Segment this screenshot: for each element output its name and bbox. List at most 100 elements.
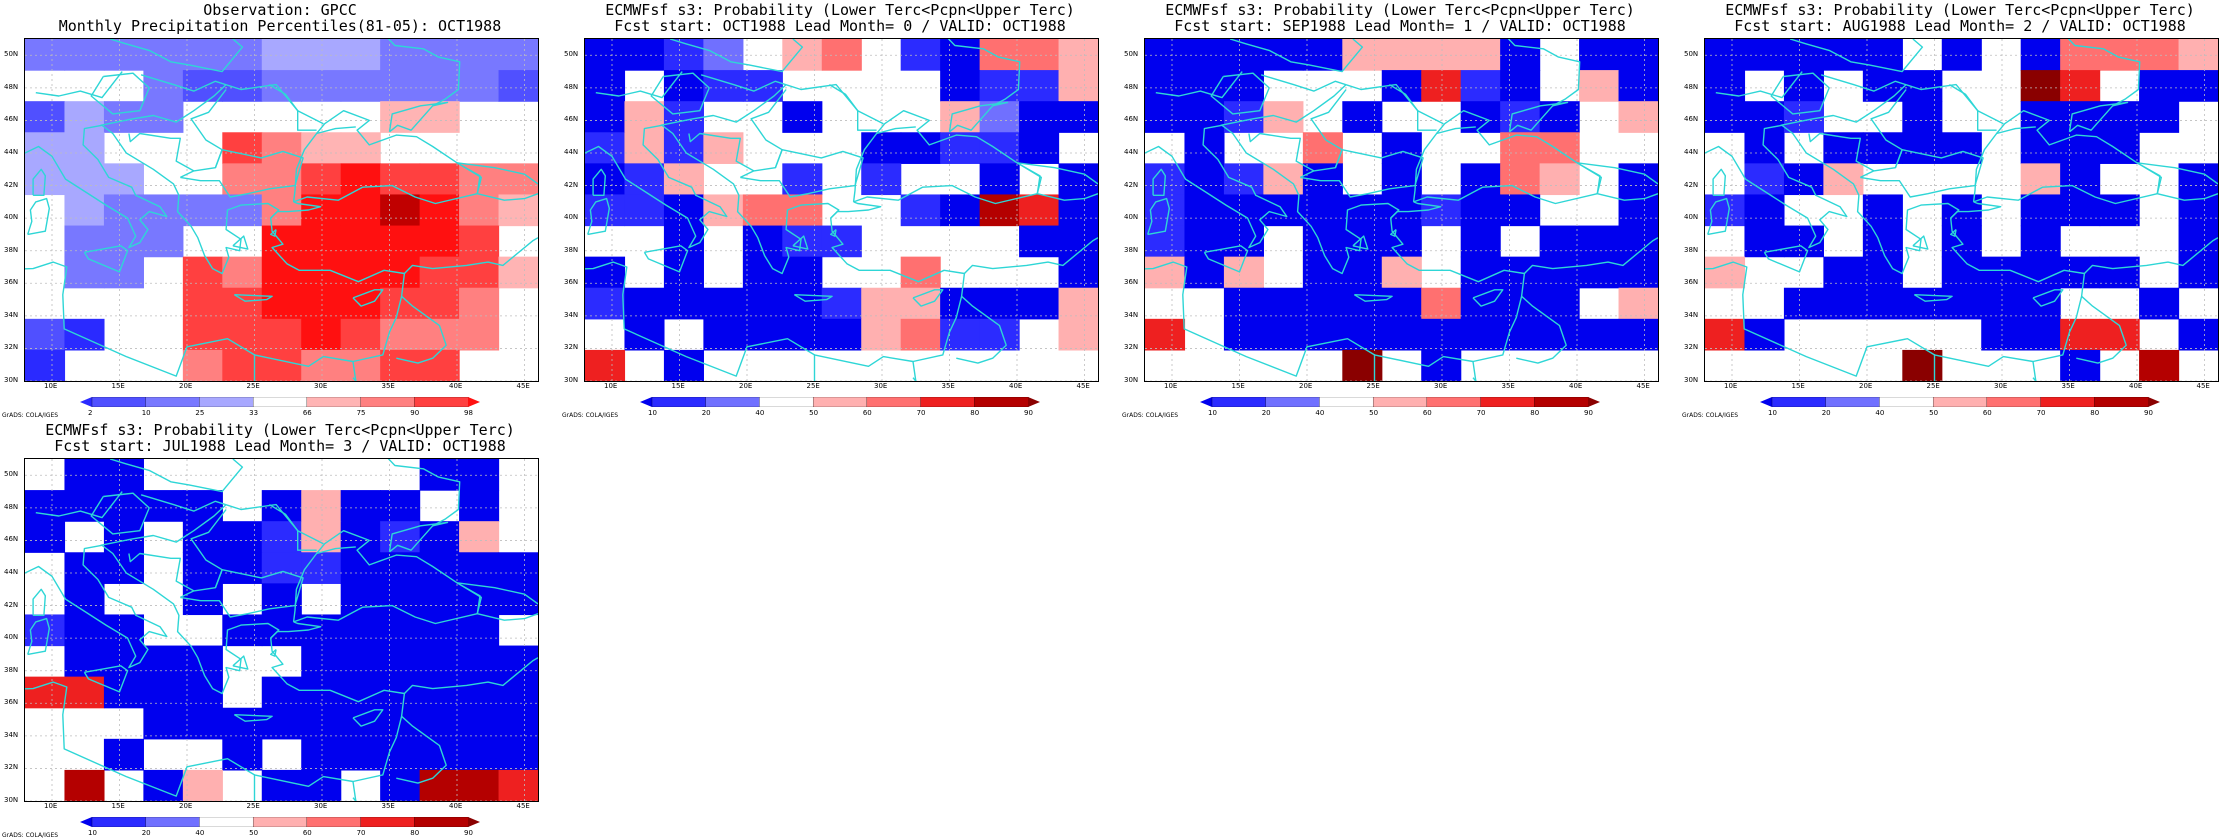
colorbar xyxy=(1200,397,1600,407)
grid-cell xyxy=(1263,287,1304,320)
grid-cell xyxy=(419,521,460,553)
colorbar-segment xyxy=(1211,397,1267,407)
coastline xyxy=(83,245,129,273)
lon-label: 40E xyxy=(449,382,463,390)
coastline xyxy=(396,295,447,364)
colorbar-tick-label: 80 xyxy=(410,829,420,837)
colorbar-tick-label: 66 xyxy=(302,409,312,417)
grid-cell xyxy=(1302,318,1343,351)
grid-cell xyxy=(380,318,421,351)
grid-cell xyxy=(103,39,144,71)
grid-cell xyxy=(585,39,626,71)
grid-cell xyxy=(143,225,184,258)
lat-label: 46N xyxy=(1124,115,1139,124)
grid-cell xyxy=(1058,256,1098,289)
coastline xyxy=(1996,126,2036,135)
coastline xyxy=(292,529,481,625)
grid-cell xyxy=(2060,194,2101,227)
grid-cell xyxy=(979,287,1020,320)
lat-label: 50N xyxy=(4,50,19,59)
coastline xyxy=(1949,228,1957,237)
lat-label: 44N xyxy=(564,148,579,156)
lon-label: 10E xyxy=(44,382,58,390)
grid-cell xyxy=(301,318,342,351)
grid-cell xyxy=(459,459,500,491)
coastline xyxy=(1389,84,1437,131)
grid-cell xyxy=(1342,194,1383,227)
coastline xyxy=(1353,294,1393,302)
lon-label: 10E xyxy=(1164,382,1178,390)
grid-cell xyxy=(25,521,66,553)
colorbar-tick-label: 40 xyxy=(1315,409,1325,417)
lon-label: 30E xyxy=(874,382,888,390)
grid-cell xyxy=(1618,101,1658,133)
grid-cell xyxy=(1941,194,1982,227)
grid-cell xyxy=(2060,318,2101,351)
grid-cell xyxy=(979,318,1020,351)
colorbar-segment xyxy=(1986,397,2042,407)
grid-cell xyxy=(1783,101,1824,133)
colorbar-segment xyxy=(1480,397,1535,407)
grid-cell xyxy=(1941,132,1982,164)
grid-cell xyxy=(419,349,460,381)
grid-cell xyxy=(498,707,538,740)
coastline xyxy=(396,715,447,784)
grid-cell xyxy=(1145,39,1186,71)
panel-title: ECMWFsf s3: Probability (Lower Terc<Pcpn… xyxy=(605,1,1075,19)
grid-cell xyxy=(222,349,263,381)
coastline xyxy=(1763,245,1809,273)
lat-label: 46N xyxy=(4,535,19,544)
grid-cell xyxy=(1941,225,1982,258)
coastline xyxy=(352,361,357,381)
grid-cell xyxy=(182,707,223,740)
coastline xyxy=(1972,109,2161,205)
grid-cell xyxy=(2178,39,2218,71)
grid-cell xyxy=(1223,287,1264,320)
coastline xyxy=(109,39,244,73)
grid-cell xyxy=(1145,101,1186,133)
grid-cell xyxy=(1184,163,1225,196)
colorbar-tick-label: 90 xyxy=(2144,409,2153,417)
grid-cell xyxy=(182,194,223,227)
coastline xyxy=(456,162,482,194)
grid-cell xyxy=(419,163,460,196)
grid-cell xyxy=(1744,101,1785,133)
map-canvas xyxy=(25,39,538,381)
grid-cell xyxy=(1539,132,1580,164)
grid-cell xyxy=(261,287,302,320)
colorbar-tick-label: 98 xyxy=(464,409,473,417)
grid-cell xyxy=(1381,225,1422,258)
grid-cell xyxy=(222,194,263,227)
grid-cell xyxy=(261,769,302,801)
grid-cell xyxy=(419,738,460,771)
lat-label: 30N xyxy=(4,376,19,384)
coastline xyxy=(477,193,538,201)
grid-cell xyxy=(459,738,500,771)
grid-cell xyxy=(301,225,342,258)
coastline xyxy=(1352,235,1369,250)
colorbar-tick-label: 10 xyxy=(648,409,657,417)
coastline xyxy=(2076,295,2127,364)
lat-label: 48N xyxy=(1684,82,1699,91)
grid-cell xyxy=(742,70,783,102)
grid-cell xyxy=(340,707,381,740)
grid-cell xyxy=(2139,39,2180,71)
grid-cell xyxy=(301,769,342,801)
coastline xyxy=(456,162,538,185)
lon-label: 25E xyxy=(1926,382,1940,390)
grid-cell xyxy=(703,318,744,351)
coastline xyxy=(1950,201,2002,219)
grid-cell xyxy=(340,349,381,381)
lat-label: 36N xyxy=(4,698,19,707)
colorbar-tick-label: 50 xyxy=(809,409,819,417)
coastline xyxy=(688,132,755,172)
map-panel-1: Observation: GPCC Monthly Precipitation P… xyxy=(0,0,560,420)
colorbar-segment xyxy=(306,817,362,827)
grid-cell xyxy=(703,39,744,71)
grid-cell xyxy=(821,318,862,351)
grid-cell xyxy=(419,769,460,801)
grid-cell xyxy=(1783,225,1824,258)
grid-cell xyxy=(782,163,823,196)
lat-label: 40N xyxy=(1684,213,1699,222)
lon-label: 15E xyxy=(671,382,685,390)
